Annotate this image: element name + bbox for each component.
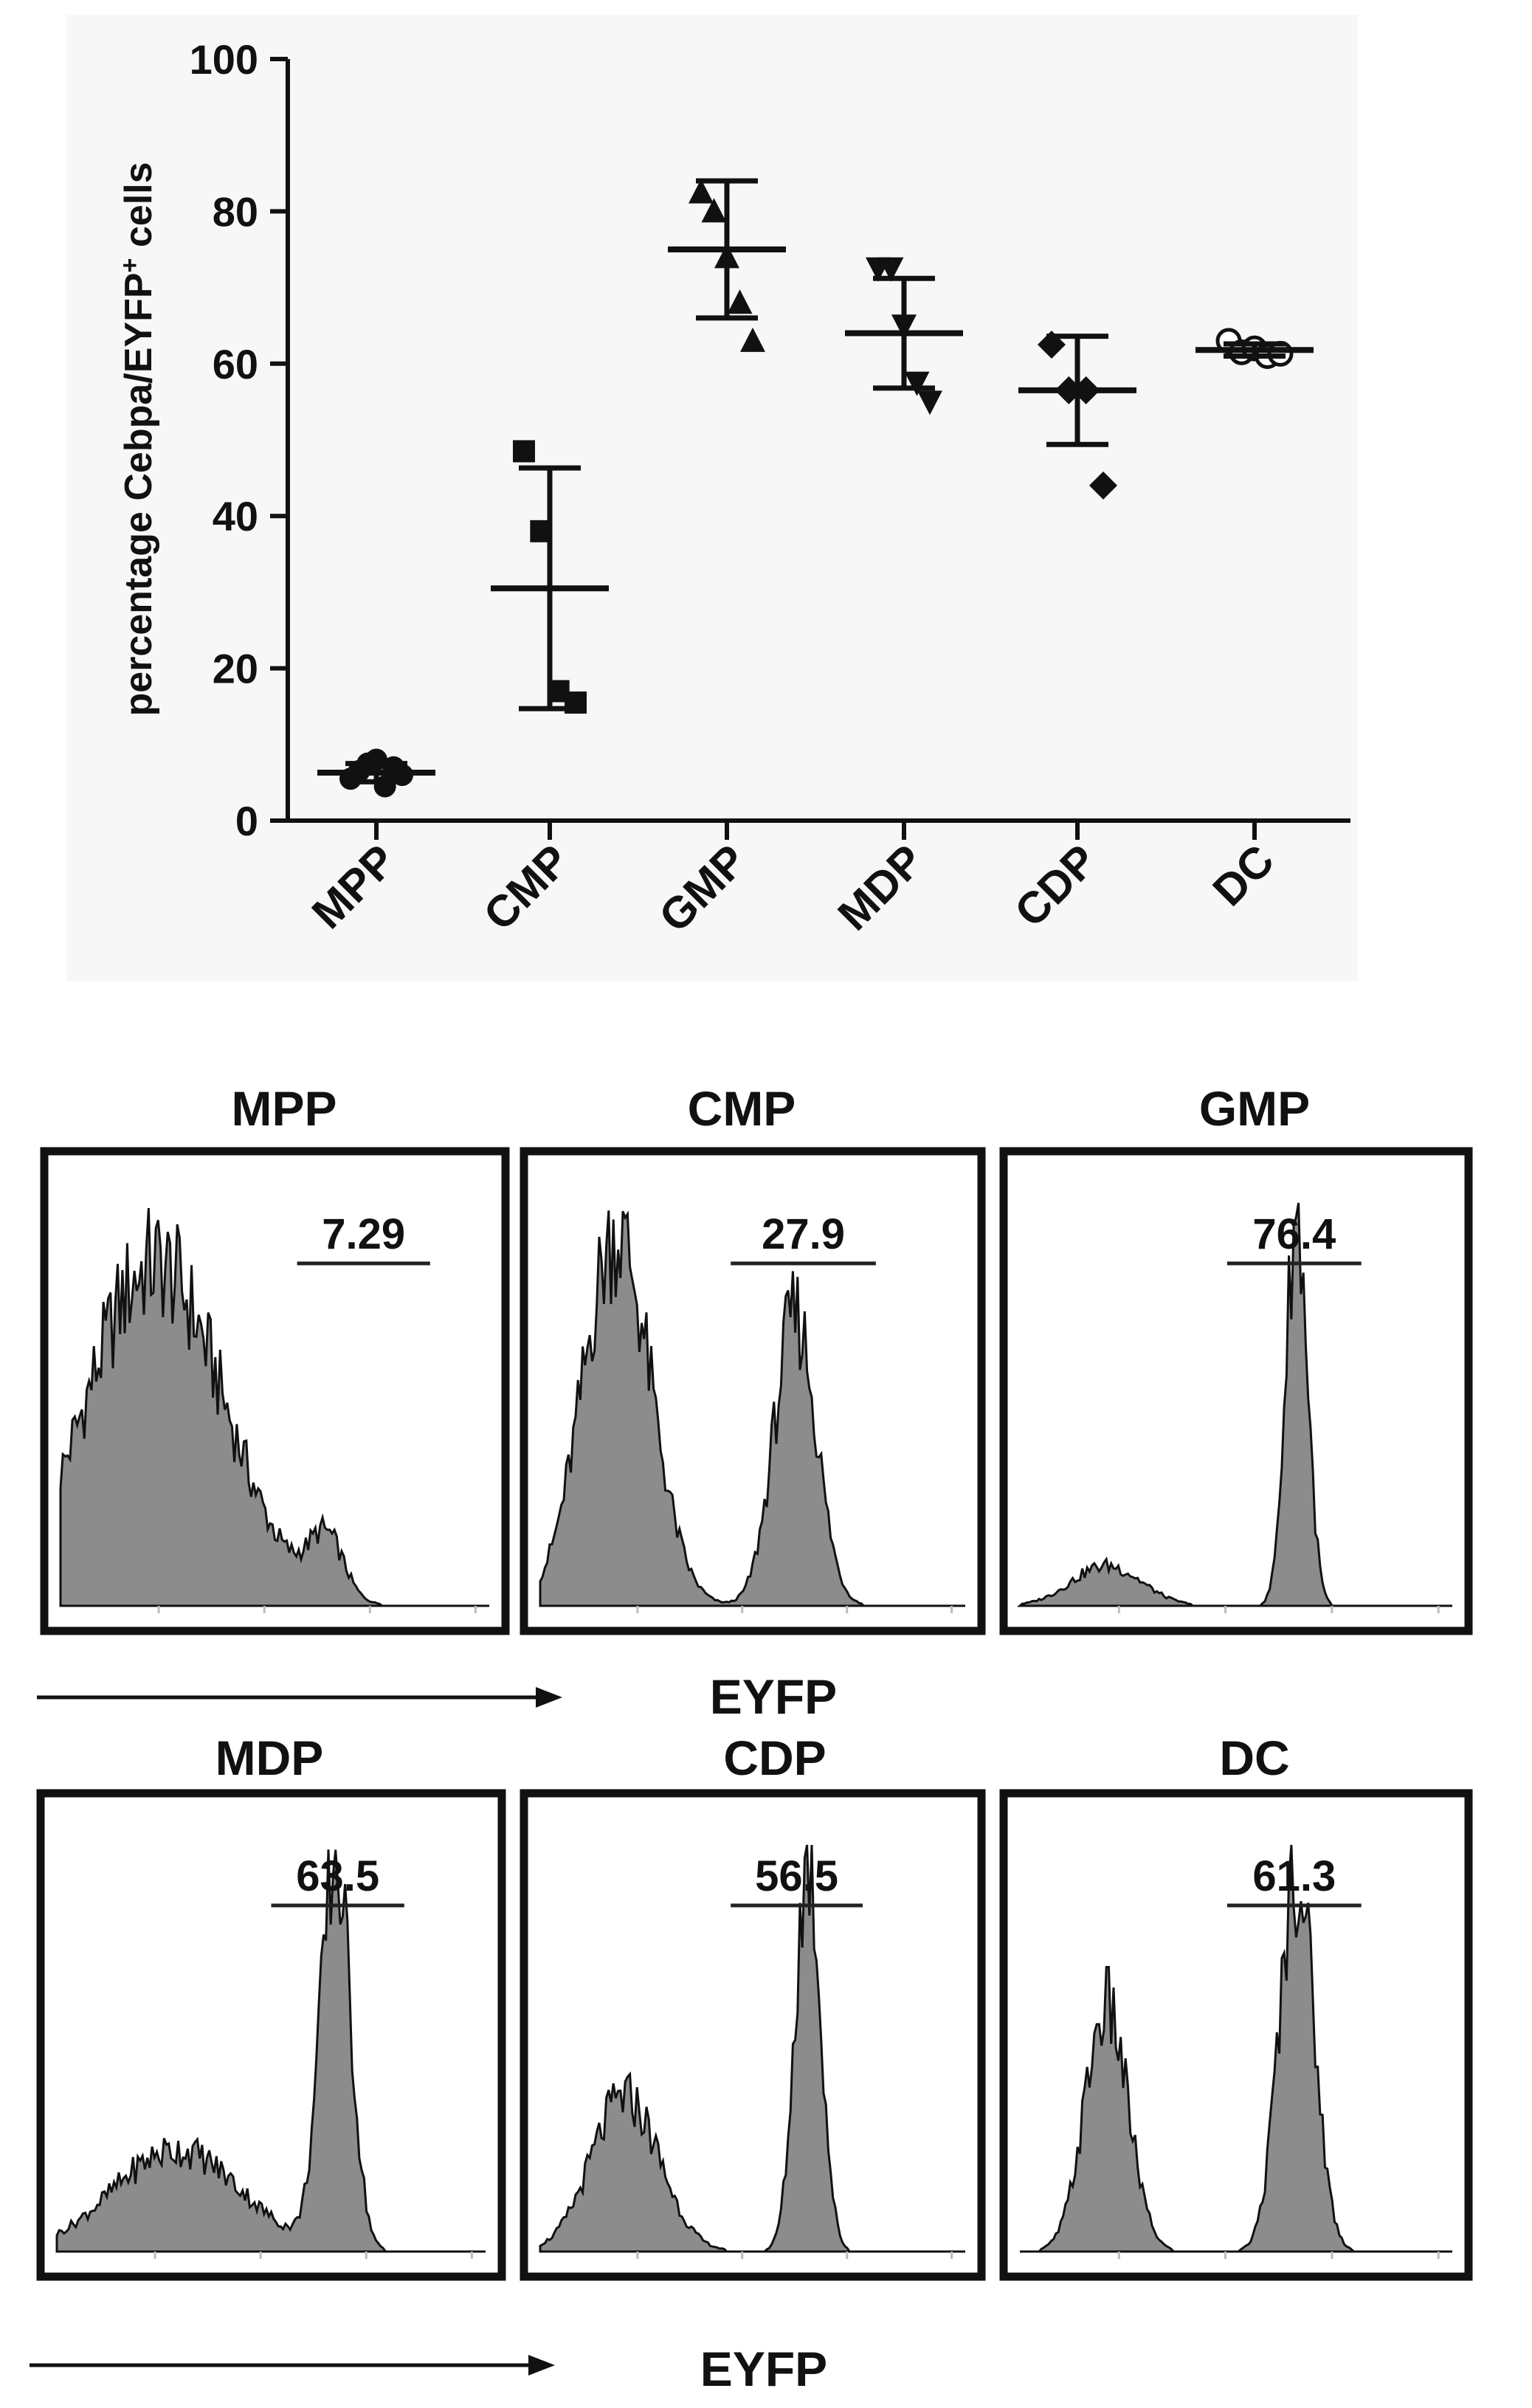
data-point — [878, 257, 904, 282]
histogram-area — [539, 1210, 965, 1607]
histogram-panel-mdp: MDP 63.5 — [36, 1731, 506, 2281]
panel-title: DC — [1219, 1731, 1289, 1785]
y-tick-label: 20 — [213, 646, 258, 692]
y-tick-label: 80 — [213, 188, 258, 235]
data-point — [740, 327, 765, 352]
panel-title: CMP — [688, 1081, 796, 1136]
histogram-frame — [40, 1147, 510, 1635]
histogram-panel-cmp: CMP 27.9 — [520, 1081, 986, 1635]
histogram-frame — [520, 1147, 986, 1635]
eyfp-arrowhead-row2 — [528, 2355, 555, 2376]
gate-percentage-label: 27.9 — [762, 1210, 845, 1258]
gate-percentage-label: 63.5 — [296, 1852, 379, 1900]
eyfp-arrowhead-row1 — [536, 1687, 562, 1708]
scatter-panel-background — [66, 15, 1358, 982]
error-bars — [317, 178, 1314, 784]
y-ticks: 0 20 40 60 80 100 — [190, 36, 288, 844]
histogram-area — [55, 1849, 486, 2253]
data-point — [727, 289, 753, 314]
histogram-area — [1020, 1844, 1452, 2253]
gate-percentage-label: 61.3 — [1252, 1852, 1336, 1900]
histogram-axis-labels: EYFP EYFP — [30, 1669, 837, 2396]
y-tick-label: 40 — [213, 493, 258, 539]
y-axis-label: percentage Cebpa/EYFP+ cells — [116, 162, 160, 716]
panel-title: MDP — [215, 1731, 324, 1785]
y-tick-label: 100 — [190, 36, 258, 83]
data-point — [513, 440, 535, 463]
eyfp-axis-label-row2: EYFP — [700, 2342, 827, 2396]
data-point — [917, 390, 942, 415]
eyfp-axis-label-row1: EYFP — [710, 1669, 837, 1724]
gate-percentage-label: 56.5 — [755, 1852, 838, 1900]
histogram-panel-cdp: CDP 56.5 — [520, 1731, 986, 2281]
panel-title: MPP — [231, 1081, 337, 1136]
data-point — [689, 179, 714, 204]
gate-percentage-label: 76.4 — [1252, 1210, 1336, 1258]
histogram-frame — [999, 1147, 1473, 1635]
histogram-area — [1016, 1202, 1452, 1607]
histogram-panel-mpp: MPP 7.29 — [40, 1081, 510, 1635]
histogram-panels: MPP 7.29 CMP 27.9 GMP 76.4 MDP 63.5 CDP 56.5 DC 61.… — [36, 1081, 1473, 2281]
panel-title: GMP — [1199, 1081, 1310, 1136]
panel-title: CDP — [723, 1731, 826, 1785]
histogram-panel-gmp: GMP 76.4 — [999, 1081, 1473, 1635]
histogram-panel-dc: DC 61.3 — [999, 1731, 1473, 2281]
histogram-area — [59, 1208, 489, 1607]
y-tick-label: 60 — [213, 341, 258, 387]
histogram-area — [539, 1844, 965, 2253]
data-point — [904, 371, 930, 396]
histogram-frame — [36, 1789, 506, 2281]
histogram-frame — [520, 1789, 986, 2281]
gate-percentage-label: 7.29 — [322, 1210, 405, 1258]
data-point — [1089, 471, 1117, 500]
data-point — [701, 198, 727, 223]
y-tick-label: 0 — [235, 798, 258, 844]
histogram-frame — [999, 1789, 1473, 2281]
